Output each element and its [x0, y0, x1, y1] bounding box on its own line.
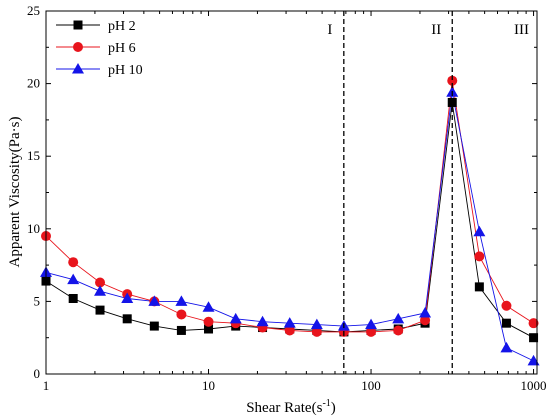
data-point-triangle [419, 307, 432, 318]
legend-label: pH 6 [108, 41, 136, 56]
y-tick-label: 10 [27, 221, 40, 236]
data-point-square [529, 333, 539, 343]
data-point-triangle [365, 318, 378, 330]
data-point-triangle [67, 273, 80, 285]
data-point-triangle [256, 315, 269, 327]
data-point-square [95, 305, 105, 315]
data-point-square [149, 321, 159, 331]
region-label: II [431, 22, 441, 38]
data-point-square [501, 318, 511, 328]
data-point-triangle [392, 312, 405, 324]
data-point-circle [284, 325, 295, 336]
x-tick-label: 10 [202, 378, 215, 393]
y-tick-label: 15 [27, 148, 40, 163]
data-point-square [204, 324, 214, 334]
data-point-triangle [500, 341, 513, 353]
series-layer [40, 75, 540, 366]
data-point-triangle [527, 354, 540, 366]
y-tick-label: 25 [27, 3, 40, 18]
data-point-square [122, 314, 132, 324]
y-axis-label: Apparent Viscosity(Pa·s) [7, 117, 23, 268]
y-tick-label: 5 [34, 293, 41, 308]
series-line [45, 102, 534, 339]
data-point-circle [528, 318, 539, 329]
data-point-triangle [148, 295, 161, 306]
data-point-triangle [175, 295, 188, 306]
data-point-triangle [310, 318, 323, 330]
data-point-triangle [72, 63, 84, 74]
data-point-triangle [202, 301, 215, 312]
region-label: I [327, 22, 332, 38]
data-point-circle [501, 300, 512, 311]
data-point-circle [73, 42, 83, 52]
data-point-circle [474, 251, 485, 262]
data-point-circle [366, 326, 377, 337]
data-point-triangle [94, 285, 107, 296]
x-axis-label: Shear Rate(s-1) [246, 398, 336, 416]
y-tick-label: 20 [27, 76, 40, 91]
data-point-triangle [283, 317, 296, 328]
data-point-circle [95, 277, 106, 288]
region-label: III [514, 22, 529, 38]
data-point-circle [176, 309, 187, 320]
data-point-circle [447, 75, 458, 86]
legend-label: pH 10 [108, 63, 143, 78]
data-point-circle [393, 325, 404, 336]
data-point-circle [420, 315, 431, 326]
data-point-circle [311, 326, 322, 337]
data-point-square [68, 293, 78, 303]
data-point-circle [68, 257, 79, 268]
x-tick-label: 100 [361, 378, 381, 393]
data-point-triangle [473, 225, 486, 237]
data-point-triangle [121, 292, 134, 303]
series-line [45, 80, 534, 333]
y-tick-label: 0 [34, 366, 41, 381]
x-tick-label: 1000 [521, 378, 547, 393]
data-point-square [73, 20, 83, 30]
legend: pH 2 pH 6 pH 10 [56, 19, 143, 78]
x-tick-label: 1 [43, 378, 50, 393]
data-point-triangle [229, 312, 242, 324]
data-point-square [474, 282, 484, 292]
legend-label: pH 2 [108, 19, 136, 34]
data-point-circle [203, 316, 214, 327]
data-point-square [176, 325, 186, 335]
